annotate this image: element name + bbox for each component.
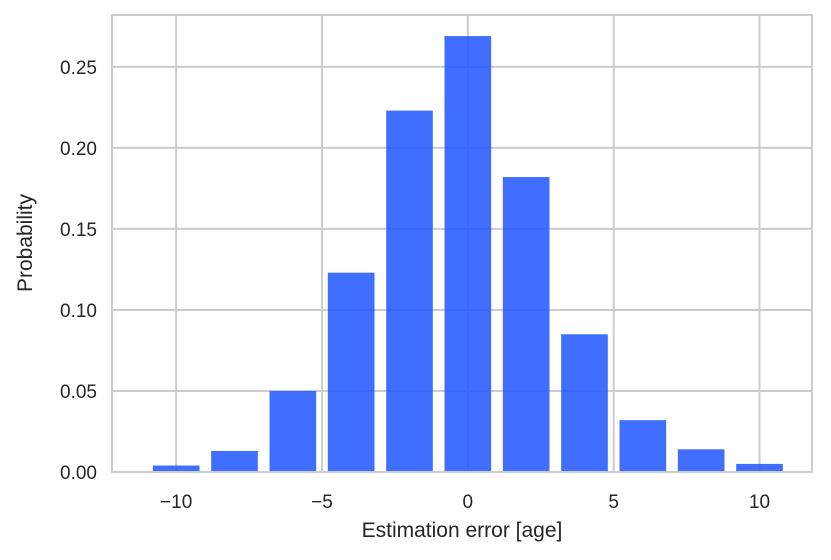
y-tick-labels: 0.00 0.05 0.10 0.15 0.20 0.25 <box>60 58 97 484</box>
x-axis-label: Estimation error [age] <box>362 519 563 542</box>
y-tick-label: 0.25 <box>60 58 97 79</box>
bar <box>736 463 783 472</box>
y-tick-label: 0.10 <box>60 301 97 322</box>
y-tick-label: 0.20 <box>60 139 97 160</box>
plot-frame <box>111 14 813 473</box>
bar <box>269 390 317 472</box>
x-tick-label: 0 <box>463 492 474 513</box>
bar <box>327 272 375 472</box>
x-tick-label: 5 <box>608 492 619 513</box>
x-tick-label: 10 <box>749 492 770 513</box>
x-tick-labels: −10 −5 0 5 10 <box>160 492 770 513</box>
y-tick-label: 0.00 <box>60 463 97 484</box>
y-tick-label: 0.05 <box>60 382 97 403</box>
bars <box>152 36 783 473</box>
bar <box>502 177 550 472</box>
y-axis-label: Probability <box>14 193 37 292</box>
bar <box>677 449 725 472</box>
bar <box>561 334 608 472</box>
x-tick-label: −5 <box>311 492 333 513</box>
bar <box>386 110 433 473</box>
x-tick-label: −10 <box>160 492 192 513</box>
bar <box>619 420 667 472</box>
bar <box>444 36 492 472</box>
bar <box>152 465 200 472</box>
bar <box>211 450 258 472</box>
y-tick-label: 0.15 <box>60 220 97 241</box>
